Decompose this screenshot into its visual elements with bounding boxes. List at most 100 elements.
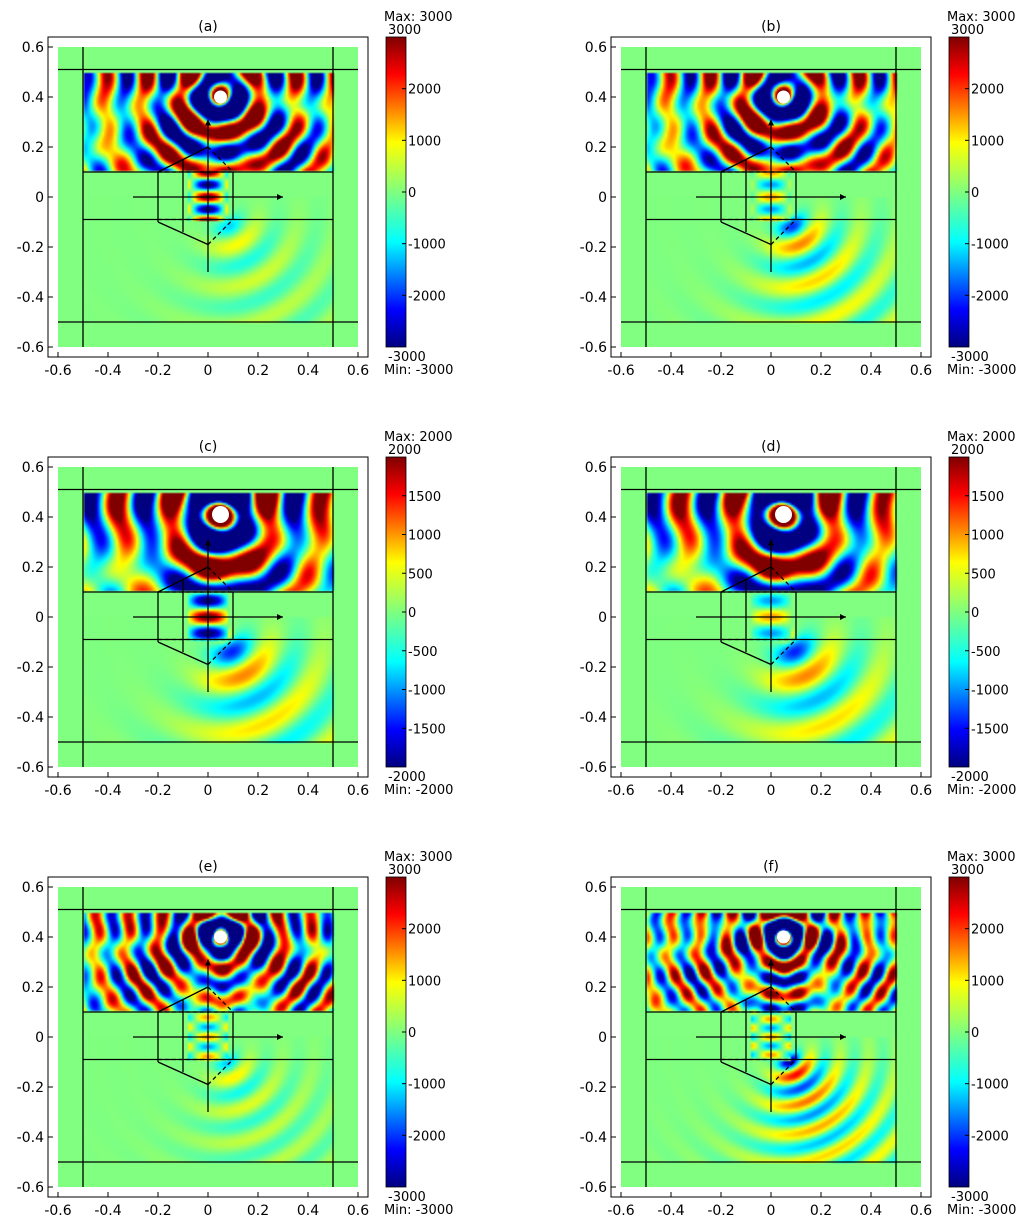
panel-title: (b) [761,19,781,35]
colorbar-tick-label: -1000 [971,238,1009,253]
colorbar-tick-label: -1000 [408,684,446,699]
colorbar-max-label: Max: 2000 [947,430,1015,445]
lens-edge-lower-right [770,219,797,245]
colorbar-bottom-value: -2000 [951,770,989,785]
colorbar-max-label: Max: 3000 [947,850,1015,865]
colorbar-tick-label: 1000 [971,529,1004,544]
y-tick-label: -0.6 [580,340,607,356]
x-tick-label: -0.6 [44,363,71,379]
colorbar-min-label: Min: -3000 [384,363,453,378]
y-tick-label: 0.2 [22,140,44,156]
x-arrow-head [840,1034,846,1040]
panel-f: (f) -0.6 -0.4 -0.2 0 0.2 0.4 0.6 0.6 0.4 0.2 0 -0.2 -… [580,850,1017,1219]
colorbar-tick-label: 0 [971,186,979,201]
colorbar-tick-label: -1000 [971,684,1009,699]
colorbar-tick-label: -500 [408,645,438,660]
y-tick-label: 0 [598,1030,607,1046]
x-tick-label: 0.2 [810,1203,832,1219]
x-tick-label: 0 [767,363,776,379]
y-tick-label: 0.6 [585,880,607,896]
lens-edge-upper-right [770,986,797,1013]
lens-edge-lower-right [207,1059,234,1085]
x-tick-label: 0.2 [247,363,269,379]
x-tick-label: 0.6 [347,363,369,379]
x-tick-label: -0.4 [657,783,684,799]
panel-title: (e) [198,859,218,875]
x-tick-label: 0 [204,363,213,379]
colorbar-tick-label: 2000 [408,83,441,98]
x-tick-label: 0 [767,1203,776,1219]
source-hole [214,90,227,104]
source-hole [777,90,790,104]
lens-edge-upper-right [207,986,234,1013]
x-arrow-head [840,194,846,200]
colorbar-tick-label: -1500 [408,722,446,737]
colorbar-min-label: Min: -2000 [384,783,453,798]
colorbar-tick-label: 500 [408,567,433,582]
colorbar-tick-label: 1500 [971,490,1004,505]
y-tick-label: 0.4 [585,930,607,946]
lens-edge-lower-right [770,1059,797,1085]
x-tick-label: -0.6 [607,363,634,379]
y-tick-label: -0.4 [17,290,44,306]
colorbar-max-label: Max: 3000 [947,10,1015,25]
x-tick-label: -0.2 [707,783,734,799]
colorbar-tick-label: 2000 [971,83,1004,98]
x-tick-label: 0 [204,783,213,799]
y-arrow-head [205,539,211,546]
y-tick-label: 0.6 [22,460,44,476]
panel-title: (c) [199,439,218,455]
x-tick-label: 0.2 [810,363,832,379]
x-tick-label: 0.6 [347,1203,369,1219]
lens-edge-lower-left [157,1061,209,1086]
x-tick-label: 0.2 [247,1203,269,1219]
x-tick-label: 0.6 [910,783,932,799]
x-tick-label: -0.2 [144,1203,171,1219]
colorbar-min-label: Min: -2000 [947,783,1016,798]
colorbar-tick-label: -2000 [971,1129,1009,1144]
y-tick-label: 0 [598,610,607,626]
source-hole [212,506,229,523]
y-tick-label: -0.6 [17,340,44,356]
y-tick-label: 0.6 [22,40,44,56]
x-tick-label: -0.2 [144,783,171,799]
y-tick-label: 0.4 [585,510,607,526]
colorbar-top-value: 3000 [388,863,421,878]
y-tick-label: 0.4 [585,90,607,106]
colorbar-top-value: 3000 [951,863,984,878]
x-tick-label: -0.6 [607,1203,634,1219]
y-tick-label: 0.4 [22,510,44,526]
colorbar-tick-label: 1500 [408,490,441,505]
y-tick-label: 0.6 [585,40,607,56]
colorbar-tick-label: -2000 [408,289,446,304]
colorbar-tick-label: 1000 [971,974,1004,989]
x-tick-label: 0.2 [247,783,269,799]
x-arrow-head [840,614,846,620]
y-tick-label: -0.2 [17,1080,44,1096]
y-tick-label: -0.2 [580,660,607,676]
y-tick-label: -0.2 [17,240,44,256]
x-tick-label: 0.4 [297,783,319,799]
x-tick-label: -0.4 [657,1203,684,1219]
panel-c: (c) -0.6 -0.4 -0.2 0 0.2 0.4 0.6 0.6 0.4 0.2 0 -0.2 -… [17,430,454,799]
colorbar-tick-label: 2000 [971,923,1004,938]
y-tick-label: -0.4 [17,710,44,726]
y-tick-label: 0 [598,190,607,206]
colorbar-tick-label: 2000 [408,923,441,938]
colorbar-tick-label: 1000 [408,529,441,544]
y-tick-label: 0 [35,610,44,626]
colorbar-tick-label: -1500 [971,722,1009,737]
y-tick-label: -0.6 [580,1180,607,1196]
x-tick-label: -0.6 [607,783,634,799]
y-tick-label: -0.6 [17,1180,44,1196]
x-tick-label: 0.4 [860,1203,882,1219]
lens-edge-lower-left [157,641,209,666]
panel-e: (e) -0.6 -0.4 -0.2 0 0.2 0.4 0.6 0.6 0.4 0.2 0 -0.2 -… [17,850,454,1219]
colorbar-max-label: Max: 2000 [384,430,452,445]
y-tick-label: 0.6 [585,460,607,476]
colorbar-tick-label: 0 [408,186,416,201]
y-arrow-head [768,119,774,126]
x-arrow-head [277,194,283,200]
colorbar-tick-label: 1000 [408,974,441,989]
